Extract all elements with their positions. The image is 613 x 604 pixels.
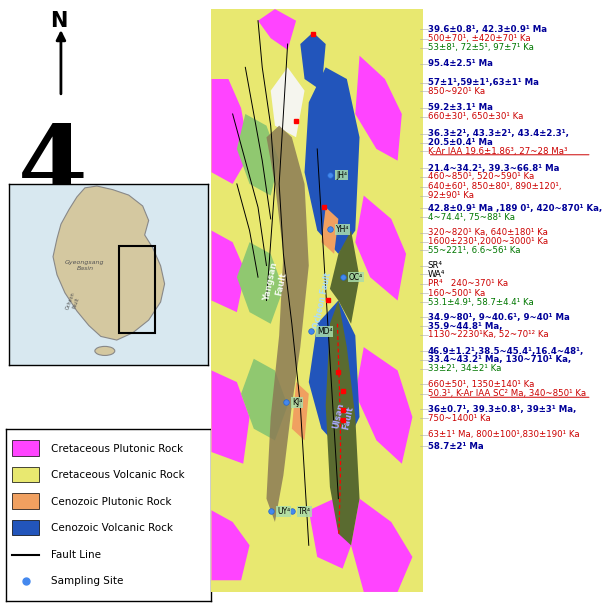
Text: 4: 4	[17, 121, 87, 218]
Polygon shape	[321, 207, 338, 254]
Text: 39.6±0.8¹, 42.3±0.9¹ Ma: 39.6±0.8¹, 42.3±0.9¹ Ma	[428, 25, 547, 34]
Text: 320~820¹ Ka, 640±180¹ Ka: 320~820¹ Ka, 640±180¹ Ka	[428, 228, 547, 237]
Polygon shape	[241, 359, 287, 440]
Text: SR⁴: SR⁴	[428, 261, 443, 270]
Polygon shape	[356, 196, 406, 301]
Polygon shape	[330, 231, 359, 324]
Text: 95.4±2.5¹ Ma: 95.4±2.5¹ Ma	[428, 59, 492, 68]
Text: 53.1±4.9¹, 58.7±4.4¹ Ka: 53.1±4.9¹, 58.7±4.4¹ Ka	[428, 298, 533, 307]
Text: 1130~2230¹Ka, 52~70¹² Ka: 1130~2230¹Ka, 52~70¹² Ka	[428, 330, 548, 339]
Text: 42.8±0.9¹ Ma ,189 0¹, 420~870¹ Ka,: 42.8±0.9¹ Ma ,189 0¹, 420~870¹ Ka,	[428, 204, 602, 213]
Polygon shape	[53, 186, 165, 340]
Polygon shape	[356, 56, 402, 161]
Text: 63±1¹ Ma, 800±100¹,830±190¹ Ka: 63±1¹ Ma, 800±100¹,830±190¹ Ka	[428, 430, 579, 439]
Text: 58.7±2¹ Ma: 58.7±2¹ Ma	[428, 442, 483, 451]
Polygon shape	[292, 382, 309, 440]
Polygon shape	[326, 301, 359, 545]
Polygon shape	[211, 231, 245, 312]
Text: 92±90¹ Ka: 92±90¹ Ka	[428, 191, 474, 200]
Polygon shape	[237, 114, 279, 196]
Polygon shape	[309, 499, 351, 568]
Text: Cretaceous Plutonic Rock: Cretaceous Plutonic Rock	[51, 444, 183, 454]
Polygon shape	[237, 242, 283, 324]
Text: 36±0.7¹, 39.3±0.8¹, 39±3¹ Ma,: 36±0.7¹, 39.3±0.8¹, 39±3¹ Ma,	[428, 405, 576, 414]
Bar	[12, 466, 39, 482]
Text: Cenozoic Plutonic Rock: Cenozoic Plutonic Rock	[51, 496, 172, 507]
Text: 59.2±3.1¹ Ma: 59.2±3.1¹ Ma	[428, 103, 492, 112]
Text: 160~500¹ Ka: 160~500¹ Ka	[428, 289, 485, 298]
Text: 55~221¹, 6.6~56¹ Ka: 55~221¹, 6.6~56¹ Ka	[428, 246, 520, 255]
Text: OC⁴: OC⁴	[349, 272, 363, 281]
Polygon shape	[271, 68, 305, 137]
Text: 50.3¹, K-Ar IAA SC² Ma, 340~850¹ Ka: 50.3¹, K-Ar IAA SC² Ma, 340~850¹ Ka	[428, 389, 586, 398]
Text: Cretaceous Volcanic Rock: Cretaceous Volcanic Rock	[51, 470, 185, 480]
Text: MD⁴: MD⁴	[318, 327, 333, 336]
Text: 33.4~43.2¹ Ma, 130~710¹ Ka,: 33.4~43.2¹ Ma, 130~710¹ Ka,	[428, 355, 571, 364]
Text: Yangsan
Fault: Yangsan Fault	[262, 262, 289, 304]
Text: 36.3±2¹, 43.3±2¹, 43.4±2.3¹,: 36.3±2¹, 43.3±2¹, 43.4±2.3¹,	[428, 129, 569, 138]
Text: Cenozoic Volcanic Rock: Cenozoic Volcanic Rock	[51, 523, 173, 533]
Text: 850~920¹ Ka: 850~920¹ Ka	[428, 87, 485, 96]
Text: 20.5±0.4¹ Ma: 20.5±0.4¹ Ma	[428, 138, 492, 147]
Text: Ocheon
Fault: Ocheon Fault	[65, 291, 81, 313]
Text: 660±30¹, 650±30¹ Ka: 660±30¹, 650±30¹ Ka	[428, 112, 523, 121]
Text: 53±8¹, 72±5¹, 97±7¹ Ka: 53±8¹, 72±5¹, 97±7¹ Ka	[428, 43, 533, 52]
Text: N: N	[50, 11, 67, 31]
Text: 34.9~80¹, 9~40.6¹, 9~40¹ Ma: 34.9~80¹, 9~40.6¹, 9~40¹ Ma	[428, 313, 569, 322]
Text: 33±2¹, 34±2¹ Ka: 33±2¹, 34±2¹ Ka	[428, 364, 501, 373]
Text: PR⁴   240~370¹ Ka: PR⁴ 240~370¹ Ka	[428, 279, 508, 288]
Polygon shape	[300, 33, 326, 91]
Ellipse shape	[95, 347, 115, 355]
Text: JH⁴: JH⁴	[337, 171, 347, 179]
Text: 750~1400¹ Ka: 750~1400¹ Ka	[428, 414, 490, 423]
Text: 57±1¹,59±1¹,63±1¹ Ma: 57±1¹,59±1¹,63±1¹ Ma	[428, 78, 538, 87]
Text: KJ⁴: KJ⁴	[292, 398, 302, 407]
Polygon shape	[305, 68, 359, 254]
Bar	[12, 493, 39, 509]
Text: 35.9~44.8¹ Ma,: 35.9~44.8¹ Ma,	[428, 322, 502, 330]
Polygon shape	[211, 510, 249, 580]
Polygon shape	[258, 9, 296, 50]
Polygon shape	[309, 301, 359, 452]
Text: 1600±230¹,2000~3000¹ Ka: 1600±230¹,2000~3000¹ Ka	[428, 237, 548, 246]
Text: 21.4~34.2¹, 39.3~66.8¹ Ma: 21.4~34.2¹, 39.3~66.8¹ Ma	[428, 164, 559, 173]
Text: 500±70¹, ±420±70¹ Ka: 500±70¹, ±420±70¹ Ka	[428, 34, 530, 43]
Text: Sampling Site: Sampling Site	[51, 576, 124, 586]
Bar	[119, 246, 154, 333]
Text: 46.9±1.2¹,38.5~45.4¹,16.4~48¹,: 46.9±1.2¹,38.5~45.4¹,16.4~48¹,	[428, 347, 584, 356]
Text: 4~74.4¹, 75~88¹ Ka: 4~74.4¹, 75~88¹ Ka	[428, 213, 515, 222]
Text: 460~850¹, 520~590¹ Ka: 460~850¹, 520~590¹ Ka	[428, 172, 534, 181]
Text: 640±60¹, 850±80¹, 890±120¹,: 640±60¹, 850±80¹, 890±120¹,	[428, 182, 561, 191]
Text: Gyeongsang
Basin: Gyeongsang Basin	[65, 260, 105, 271]
Text: WA⁴: WA⁴	[428, 270, 445, 279]
Polygon shape	[211, 370, 249, 464]
Text: Ulsan
Fault: Ulsan Fault	[332, 402, 356, 432]
Bar	[12, 519, 39, 535]
Text: YH⁴: YH⁴	[337, 225, 349, 234]
Polygon shape	[267, 126, 309, 522]
Text: TR⁴: TR⁴	[298, 507, 311, 516]
Bar	[12, 440, 39, 455]
Polygon shape	[351, 499, 413, 592]
Text: Ocheon Fault: Ocheon Fault	[312, 272, 333, 329]
Text: UY⁴: UY⁴	[277, 507, 290, 516]
Text: Fault Line: Fault Line	[51, 550, 101, 560]
Text: K-Ar IAA 19.6±1.86³, 27~28 Ma³: K-Ar IAA 19.6±1.86³, 27~28 Ma³	[428, 147, 567, 156]
Polygon shape	[211, 79, 249, 184]
Text: 660±50¹, 1350±140¹ Ka: 660±50¹, 1350±140¹ Ka	[428, 380, 534, 389]
Polygon shape	[356, 347, 413, 464]
